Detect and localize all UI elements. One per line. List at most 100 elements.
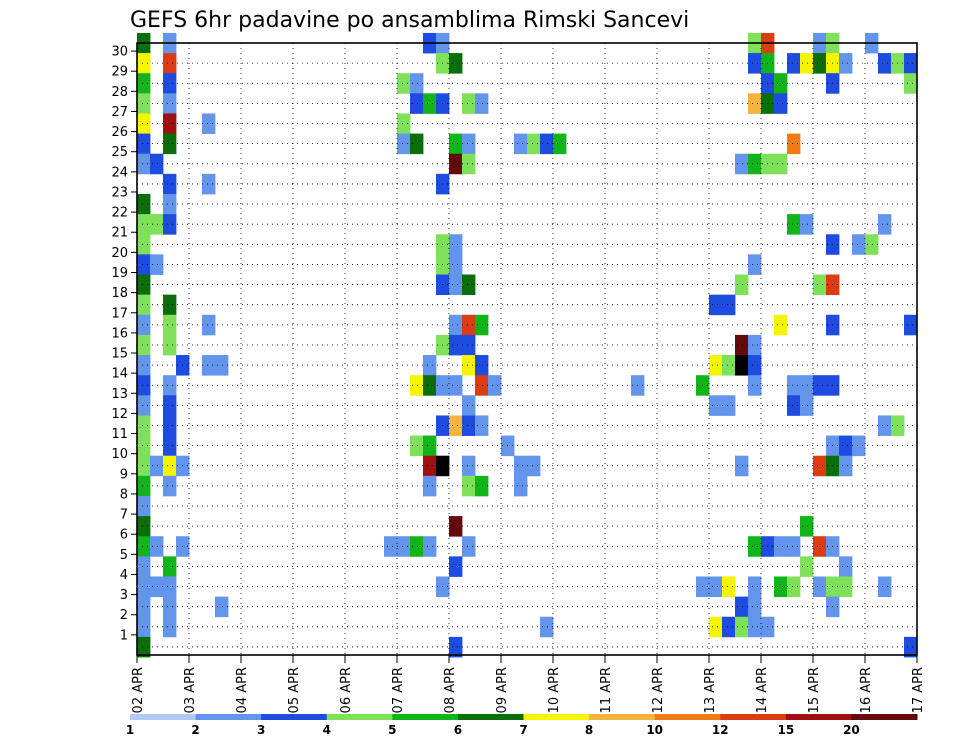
heatmap-cell [904,636,918,658]
heatmap-cell [904,53,918,74]
heatmap-cell [748,334,762,356]
chart-title: GEFS 6hr padavine po ansamblima Rimski S… [130,8,689,33]
heatmap-cell [163,314,177,336]
y-tick-label: 27 [111,105,128,120]
heatmap-cell [397,113,411,134]
heatmap-cell [839,435,853,457]
y-tick-label: 9 [120,467,128,482]
heatmap-cell [163,395,177,416]
heatmap-cell [449,53,463,74]
colorbar: 1 2 3 4 5 6 7 8 10 12 15 20 [126,714,918,737]
heatmap-cell [878,214,892,235]
heatmap-cell [163,53,177,74]
colorbar-label: 12 [712,723,729,737]
heatmap-cell [215,596,229,618]
y-tick-label: 10 [111,447,128,462]
colorbar-label: 6 [454,723,462,737]
heatmap-cell [462,93,476,114]
colorbar-label: 20 [843,723,860,737]
x-tick-label: 10 APR [547,667,562,713]
heatmap-cell [163,73,177,94]
colorbar-swatch [261,714,328,720]
heatmap-cell [449,234,463,255]
colorbar-label: 15 [777,723,794,737]
colorbar-swatch [851,714,918,720]
heatmap-cell [397,133,411,155]
heatmap-cell [449,516,463,537]
x-tick-label: 17 APR [911,667,926,713]
heatmap-cell [774,536,788,557]
heatmap-cell [137,234,151,255]
y-tick-label: 17 [111,306,128,321]
heatmap-cell [137,415,151,436]
heatmap-cell [748,536,762,557]
x-tick-label: 02 APR [131,667,146,713]
heatmap-cell [735,274,749,296]
heatmap-cell [202,173,216,195]
y-tick-label: 12 [111,407,128,422]
heatmap-cell [137,274,151,296]
heatmap-cell [709,616,723,638]
heatmap-cell [150,254,164,275]
heatmap-cell [202,355,216,376]
heatmap-cell [137,93,151,114]
heatmap-cell [462,395,476,416]
heatmap-cell [423,93,437,114]
heatmap-cell [540,133,554,155]
heatmap-cell [774,314,788,336]
heatmap-cell [137,375,151,396]
heatmap-cell [215,355,229,376]
heatmap-cell [722,395,736,416]
heatmap-cell [839,576,853,598]
heatmap-cell [514,455,528,477]
heatmap-cell [462,355,476,376]
x-tick-label: 13 APR [703,667,718,713]
heatmap-cell [748,576,762,598]
y-tick-label: 25 [111,145,128,160]
x-tick-label: 03 APR [183,667,198,713]
x-tick-label: 11 APR [599,667,614,713]
heatmap-cell [137,133,151,155]
y-axis: 1234567891011121314151617181920212223242… [111,45,137,643]
colorbar-swatch [392,714,459,720]
heatmap-cell [800,375,814,396]
heatmap-cell [137,113,151,134]
y-tick-label: 14 [111,367,128,382]
heatmap-cell [774,153,788,175]
heatmap-cell [163,375,177,396]
heatmap-cell [163,556,177,577]
heatmap-cell [722,616,736,638]
heatmap-cell [449,636,463,658]
heatmap-cell [462,153,476,175]
x-axis: 02 APR 03 APR 04 APR 05 APR 06 APR 07 APR 08 A… [131,655,926,713]
heatmap-cell [722,294,736,316]
heatmap-cell [137,294,151,316]
heatmap-cell [475,475,489,497]
x-tick-label: 12 APR [651,667,666,713]
heatmap-cell [202,113,216,134]
x-tick-label: 06 APR [339,667,354,713]
heatmap-cell [735,334,749,356]
heatmap-cell [410,133,424,155]
colorbar-swatch [720,714,787,720]
heatmap-cell [462,133,476,155]
colorbar-swatch [326,714,393,720]
heatmap-cell [865,234,879,255]
heatmap-cell [202,314,216,336]
heatmap-cell [475,355,489,376]
heatmap-cell [735,355,749,376]
heatmap-cell [137,435,151,457]
heatmap-cell [813,274,827,296]
heatmap-cell [137,334,151,356]
heatmap-cell [163,334,177,356]
heatmap-cell [163,616,177,638]
heatmap-cell [709,576,723,598]
y-tick-label: 15 [111,347,128,362]
heatmap-cell [163,173,177,195]
heatmap-cell [462,334,476,356]
heatmap-cell [852,435,866,457]
heatmap-cell [878,576,892,598]
y-tick-label: 19 [111,266,128,281]
heatmap-cell [150,153,164,175]
